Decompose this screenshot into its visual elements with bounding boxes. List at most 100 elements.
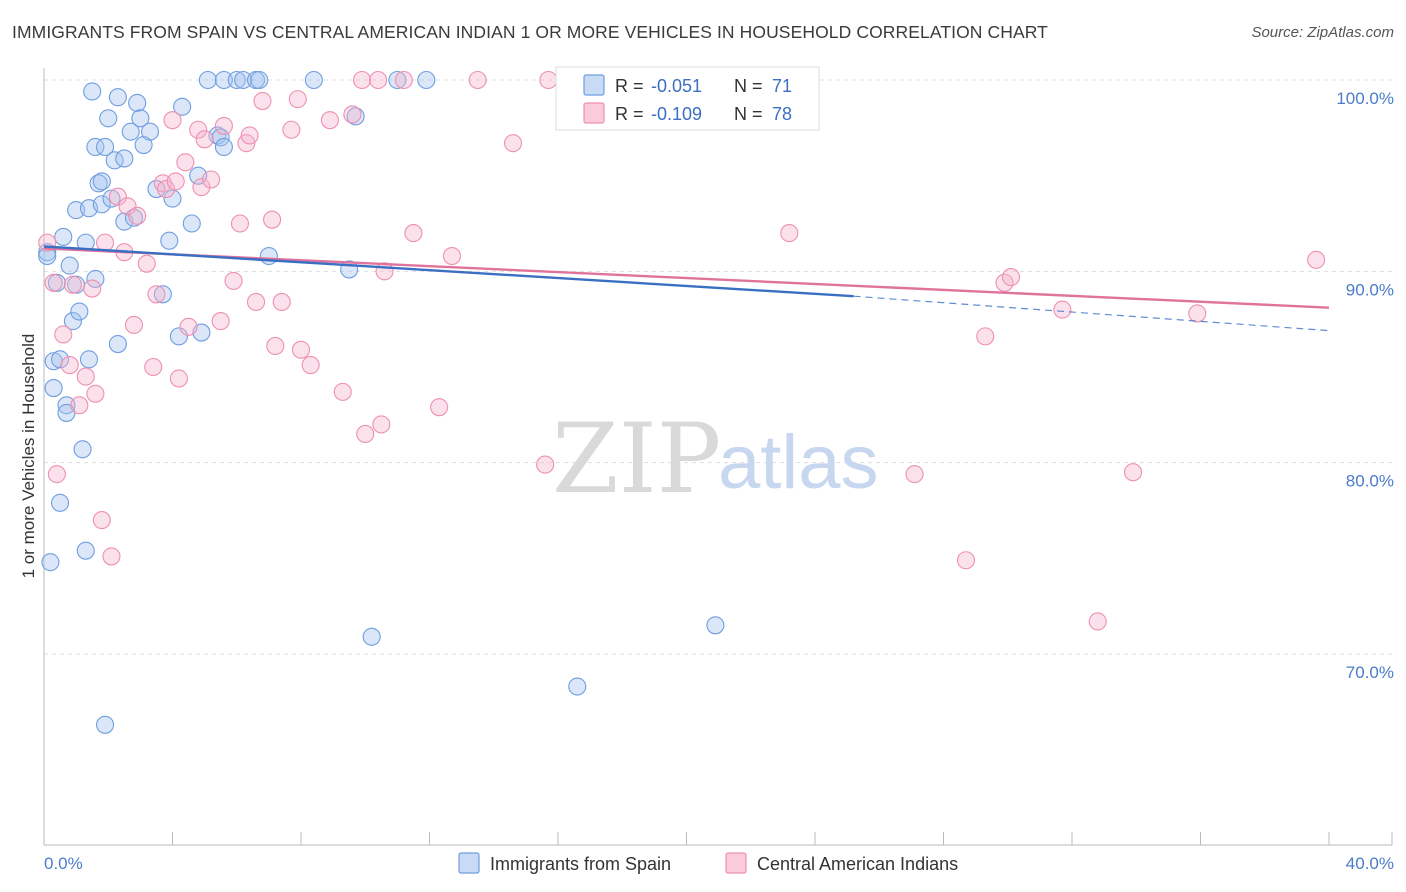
point-spain	[153, 285, 172, 304]
y-tick-label: 90.0%	[1346, 280, 1394, 299]
point-central-american	[108, 187, 127, 206]
point-central-american	[404, 224, 423, 243]
y-tick-label: 100.0%	[1336, 89, 1394, 108]
series-legend-swatch-spain	[458, 852, 480, 874]
point-central-american	[189, 120, 208, 139]
stats-legend: R = -0.051 N = 71 R = -0.109 N = 78	[555, 66, 820, 131]
x-tick-label: 40.0%	[1346, 854, 1394, 873]
point-spain	[182, 214, 201, 233]
point-central-american	[83, 279, 102, 298]
point-central-american	[230, 214, 250, 233]
point-central-american	[176, 153, 195, 172]
legend-n-value-spain: 71	[772, 76, 792, 96]
point-spain	[108, 88, 127, 107]
point-central-american	[1088, 612, 1107, 631]
series-central-american-points	[38, 70, 1326, 631]
point-central-american	[442, 246, 462, 266]
point-central-american	[192, 178, 211, 197]
point-spain	[86, 269, 105, 289]
point-central-american	[202, 170, 221, 189]
point-central-american	[536, 455, 555, 474]
point-spain	[54, 227, 73, 246]
point-spain	[250, 70, 269, 90]
point-central-american	[224, 271, 243, 290]
point-spain	[234, 70, 253, 90]
point-central-american	[976, 327, 995, 346]
point-spain	[63, 312, 82, 331]
point-spain	[160, 231, 179, 250]
point-spain	[95, 137, 115, 157]
point-central-american	[468, 70, 487, 90]
point-central-american	[128, 206, 147, 225]
point-spain	[89, 174, 108, 193]
legend-r-label-spain: R =	[615, 76, 644, 96]
watermark-zip: ZIP	[552, 403, 721, 515]
legend-n-label-central-american: N =	[734, 104, 763, 124]
point-spain	[417, 70, 436, 90]
y-tick-labels: 70.0% 80.0% 90.0% 100.0%	[1336, 89, 1394, 682]
point-spain	[169, 327, 188, 346]
point-spain	[211, 128, 230, 147]
point-central-american	[539, 70, 558, 90]
series-legend-label-central-american: Central American Indians	[757, 854, 958, 874]
point-spain	[57, 396, 76, 415]
point-central-american	[95, 233, 115, 252]
x-ticks	[43, 832, 1393, 845]
source-credit: Source: ZipAtlas.com	[1251, 24, 1394, 41]
point-spain	[227, 70, 246, 90]
point-spain	[51, 350, 70, 369]
point-spain	[163, 189, 182, 208]
point-spain	[346, 107, 365, 126]
point-central-american	[291, 340, 311, 359]
point-spain	[92, 195, 111, 214]
point-spain	[259, 246, 278, 266]
point-central-american	[272, 292, 291, 311]
axes	[43, 68, 1392, 846]
point-spain	[140, 122, 160, 141]
point-central-american	[780, 224, 799, 243]
point-central-american	[118, 197, 137, 216]
chart-title: IMMIGRANTS FROM SPAIN VS CENTRAL AMERICA…	[12, 22, 1048, 42]
point-central-american	[1001, 268, 1021, 287]
point-spain	[568, 677, 587, 696]
trend-line-spain	[43, 245, 854, 298]
point-spain	[124, 208, 143, 227]
legend-n-value-central-american: 78	[772, 104, 792, 124]
series-legend: Immigrants from Spain Central American I…	[458, 852, 958, 874]
point-central-american	[137, 254, 156, 273]
point-central-american	[263, 210, 282, 229]
trend-lines	[43, 245, 1330, 332]
point-central-american	[163, 111, 182, 130]
point-spain	[304, 70, 323, 90]
point-central-american	[147, 285, 166, 304]
point-central-american	[246, 292, 266, 311]
point-spain	[60, 256, 79, 275]
x-tick-label: 0.0%	[44, 854, 83, 873]
point-spain	[73, 440, 92, 459]
point-central-american	[301, 356, 320, 375]
legend-swatch-central-american	[583, 102, 605, 124]
grid-lines	[44, 79, 1392, 655]
legend-swatch-spain	[583, 74, 605, 96]
point-central-american	[214, 116, 233, 135]
point-central-american	[63, 275, 82, 294]
legend-r-label-central-american: R =	[615, 104, 644, 124]
point-central-american	[1123, 463, 1143, 482]
y-tick-label: 80.0%	[1346, 472, 1394, 491]
point-central-american	[1307, 250, 1326, 269]
point-central-american	[905, 465, 924, 484]
point-spain	[79, 350, 99, 369]
point-spain	[51, 493, 70, 512]
point-central-american	[356, 424, 375, 444]
point-central-american	[124, 315, 143, 334]
x-tick-labels: 0.0% 40.0%	[44, 854, 1394, 873]
point-spain	[214, 137, 233, 157]
point-spain	[388, 70, 407, 90]
point-central-american	[44, 273, 63, 292]
point-central-american	[352, 70, 372, 90]
point-spain	[70, 302, 89, 321]
point-central-american	[195, 130, 214, 149]
point-central-american	[956, 551, 976, 570]
y-axis-label: 1 or more Vehicles in Household	[19, 334, 38, 579]
point-central-american	[166, 172, 185, 191]
